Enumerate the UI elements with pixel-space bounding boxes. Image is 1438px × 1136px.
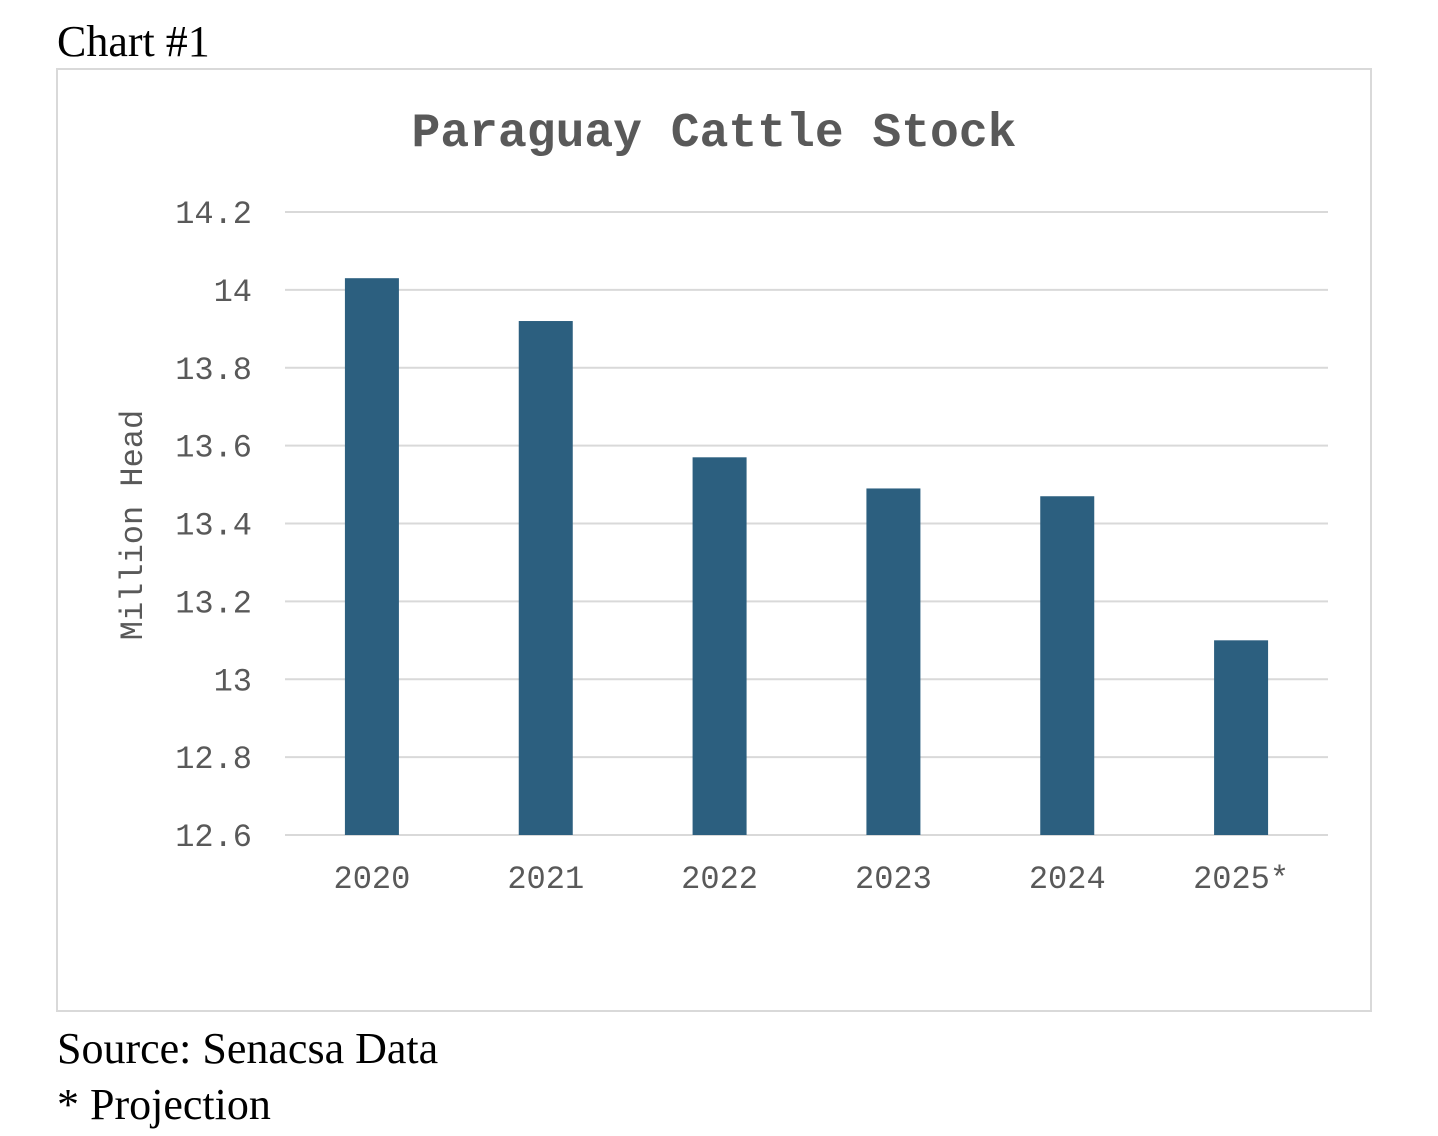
- source-note: Source: Senacsa Data: [57, 1024, 439, 1073]
- bar-2023: [866, 488, 921, 835]
- x-tick-label: 2020: [334, 861, 411, 898]
- y-tick-label: 13.2: [175, 585, 252, 622]
- bar-2025: [1214, 640, 1269, 835]
- bar-2024: [1040, 496, 1095, 835]
- x-tick-label: 2021: [507, 861, 584, 898]
- y-tick-label: 14: [214, 274, 252, 311]
- chart-title: Paraguay Cattle Stock: [412, 107, 1017, 161]
- y-tick-label: 13.6: [175, 430, 252, 467]
- x-tick-label: 2024: [1029, 861, 1106, 898]
- x-tick-label: 2025*: [1193, 861, 1289, 898]
- bar-2022: [692, 457, 747, 835]
- y-tick-label: 12.6: [175, 819, 252, 856]
- x-tick-label: 2022: [681, 861, 758, 898]
- projection-note: * Projection: [57, 1080, 271, 1129]
- y-axis-label: Million Head: [115, 410, 152, 640]
- chart-container: [56, 68, 1372, 1012]
- chart-caption: Chart #1: [57, 17, 210, 66]
- x-tick-label: 2023: [855, 861, 932, 898]
- y-tick-label: 13.4: [175, 508, 252, 545]
- bar-2020: [344, 278, 399, 836]
- y-tick-label: 12.8: [175, 741, 252, 778]
- y-tick-label: 14.2: [175, 196, 252, 233]
- bar-2021: [518, 321, 573, 835]
- y-tick-label: 13: [214, 663, 252, 700]
- y-tick-label: 13.8: [175, 352, 252, 389]
